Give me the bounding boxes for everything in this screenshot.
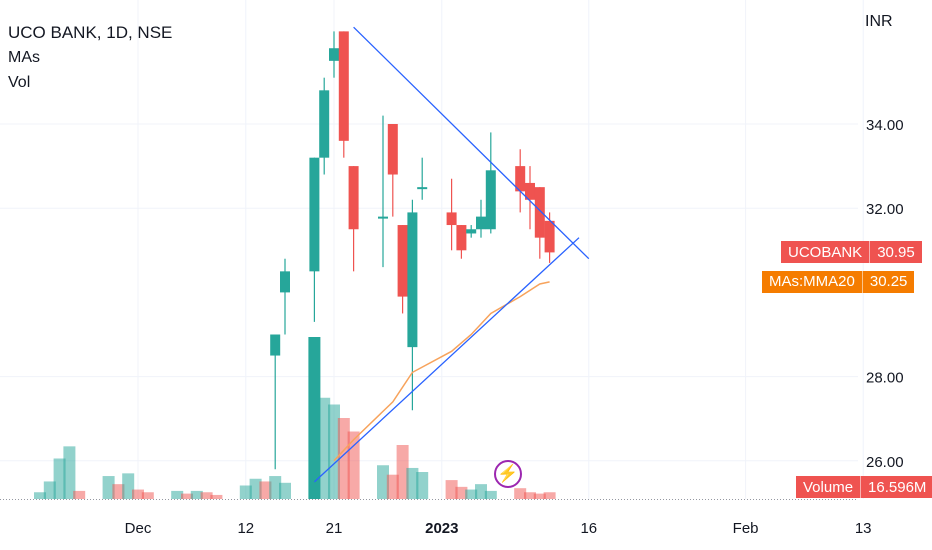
- volume-bar: [484, 490, 497, 499]
- moving-average-line: [333, 281, 550, 462]
- candle-body: [476, 216, 486, 230]
- volume-bar: [102, 476, 115, 499]
- volume-tag-value: 16.596M: [860, 476, 932, 498]
- candle-body: [309, 157, 320, 272]
- last-price-tag: UCOBANK 30.95: [781, 241, 922, 264]
- ma-polyline: [333, 281, 550, 462]
- y-tick-label: 28.00: [866, 370, 904, 387]
- volume-bar: [269, 476, 282, 499]
- volume-bar: [190, 490, 203, 499]
- volume-bar: [396, 445, 409, 499]
- volume-bar: [445, 480, 458, 499]
- trendline: [353, 26, 590, 260]
- volume-tag: Volume 16.596M: [796, 476, 932, 498]
- volume-bar: [63, 446, 76, 499]
- volume-bar: [112, 484, 125, 499]
- x-tick-label: 21: [326, 520, 343, 537]
- volume-bar: [514, 488, 527, 499]
- volume-bar: [181, 493, 193, 499]
- candle-body: [456, 225, 467, 251]
- volume-bar: [377, 465, 389, 499]
- candle-body: [466, 229, 477, 234]
- trendline: [313, 237, 580, 483]
- volume-bar: [43, 481, 56, 499]
- candle-body: [329, 48, 339, 61]
- volume-bar: [465, 489, 478, 499]
- volume-bar: [308, 337, 321, 499]
- volume-bar: [386, 474, 399, 499]
- lightning-icon[interactable]: ⚡: [494, 460, 522, 488]
- ma-tag-value: 30.25: [861, 270, 915, 293]
- volume-bar: [328, 404, 340, 499]
- x-tick-label: 2023: [425, 520, 458, 537]
- volume-bar: [475, 484, 487, 499]
- volume-bar: [53, 458, 66, 499]
- volume-bar: [543, 492, 556, 499]
- volume-bar: [210, 494, 223, 499]
- candle-body: [270, 334, 281, 356]
- chart-legend: UCO BANK, 1D, NSE MAs Vol: [8, 20, 172, 95]
- volume-bar: [455, 486, 468, 499]
- candle-body: [397, 225, 408, 297]
- volume-bar: [171, 490, 184, 499]
- volume-bar: [73, 490, 86, 499]
- candle-body: [348, 166, 359, 230]
- x-tick-label: 16: [580, 520, 597, 537]
- candle-body: [378, 216, 388, 219]
- candle-body: [515, 166, 526, 192]
- currency-label: INR: [865, 13, 893, 30]
- x-tick-label: Dec: [125, 520, 152, 537]
- volume-bar: [259, 481, 272, 499]
- last-price-value: 30.95: [869, 241, 922, 264]
- volume-indicator-label[interactable]: Vol: [8, 74, 31, 91]
- candle-body: [387, 124, 398, 175]
- ma-indicator-label[interactable]: MAs: [8, 49, 40, 66]
- volume-bar: [406, 467, 419, 499]
- last-price-symbol: UCOBANK: [788, 243, 863, 261]
- volume-bar: [200, 492, 213, 499]
- y-tick-label: 34.00: [866, 117, 904, 134]
- candle-body: [485, 170, 496, 230]
- candle-body: [338, 31, 349, 141]
- candles: [270, 31, 555, 470]
- x-tick-label: Feb: [733, 520, 759, 537]
- volume-bar: [34, 492, 46, 499]
- candle-body: [280, 271, 290, 293]
- candle-body: [446, 212, 457, 226]
- chart-grid: [0, 0, 864, 499]
- candle-body: [319, 90, 330, 158]
- candle-body: [407, 212, 418, 348]
- y-tick-label: 26.00: [866, 454, 904, 471]
- volume-bar: [132, 489, 144, 499]
- volume-bar: [122, 473, 135, 499]
- y-tick-label: 32.00: [866, 201, 904, 218]
- axes: 26.00 28.00 32.00 34.00 Dec 12 21 2023 16 Feb 13: [0, 117, 904, 537]
- volume-bar: [416, 472, 429, 499]
- candle-body: [544, 220, 555, 253]
- trendlines: [313, 26, 590, 483]
- candle-body: [534, 187, 545, 238]
- volume-tag-label: Volume: [803, 478, 854, 496]
- volume-bar: [524, 492, 536, 499]
- volume-bar: [533, 493, 546, 499]
- x-tick-label: 13: [855, 520, 872, 537]
- ma-tag-label: MAs:MMA20: [769, 273, 855, 291]
- symbol-title[interactable]: UCO BANK, 1D, NSE: [8, 23, 173, 42]
- volume-bar: [141, 492, 154, 499]
- candle-body: [417, 187, 428, 190]
- volume-bar: [318, 397, 331, 499]
- x-tick-label: 12: [237, 520, 254, 537]
- candle-body: [525, 182, 535, 200]
- volume-bars: [34, 337, 556, 499]
- volume-bar: [239, 485, 252, 499]
- volume-bar: [249, 478, 262, 499]
- volume-bar: [279, 482, 291, 499]
- volume-bar: [337, 418, 350, 499]
- ma-value-tag: MAs:MMA20 30.25: [762, 270, 915, 293]
